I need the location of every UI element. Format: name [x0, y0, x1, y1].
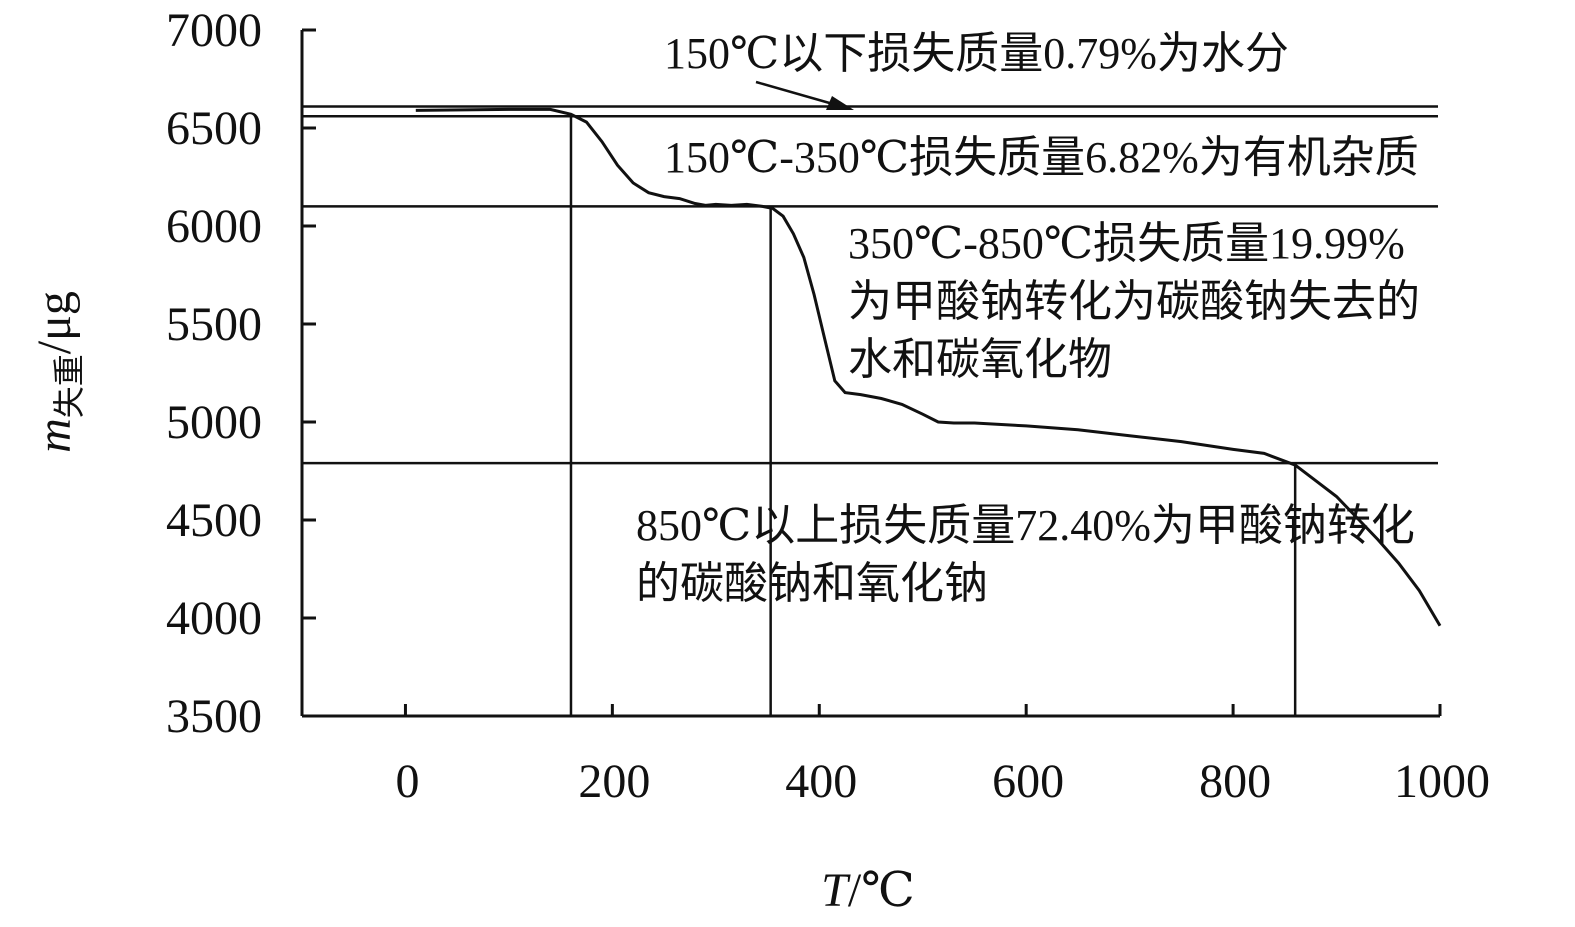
- series-line: [415, 107, 1442, 627]
- annotations: 150℃以下损失质量0.79%为水分 150℃-350℃损失质量6.82%为有机杂…: [636, 29, 1420, 608]
- y-tick-label: 6500: [166, 102, 262, 155]
- y-axis-var: m: [28, 418, 81, 453]
- annotation-a3: 350℃-850℃损失质量19.99% 为甲酸钠转化为碳酸钠失去的水和碳氧化物: [848, 219, 1420, 384]
- y-tick-label: 5000: [166, 396, 262, 449]
- x-axis-var: T: [821, 864, 851, 917]
- annotation-line: 为甲酸钠转化为碳酸钠失去的: [848, 277, 1420, 326]
- reference-lines: [302, 105, 1438, 716]
- annotation-line: 850℃以上损失质量72.40%为甲酸钠转化: [636, 501, 1415, 550]
- annotation-line: 150℃以下损失质量0.79%为水分: [664, 29, 1289, 78]
- x-tick-label: 200: [578, 755, 650, 808]
- y-tick-label: 4500: [166, 494, 262, 547]
- x-tick-label: 1000: [1394, 755, 1490, 808]
- annotation-line: 150℃-350℃损失质量6.82%为有机杂质: [664, 133, 1419, 182]
- x-tick-label: 0: [395, 755, 419, 808]
- ticks: [302, 28, 1442, 718]
- y-tick-label: 6000: [166, 200, 262, 253]
- annotation-a1: 150℃以下损失质量0.79%为水分: [664, 29, 1289, 78]
- y-axis-subscript: 失重: [51, 354, 87, 418]
- x-tick-label: 600: [992, 755, 1064, 808]
- y-axis-title: m失重/μg: [28, 291, 87, 453]
- y-tick-label: 5500: [166, 298, 262, 351]
- x-axis-title: T/℃: [821, 864, 915, 917]
- arrow-head: [826, 96, 854, 110]
- y-tick-label: 4000: [166, 592, 262, 645]
- arrow-shaft: [755, 80, 841, 108]
- annotation-arrow: [755, 80, 854, 110]
- x-tick-label: 800: [1199, 755, 1271, 808]
- annotation-line: 水和碳氧化物: [848, 335, 1112, 384]
- axes: [300, 30, 1440, 718]
- annotation-line: 的碳酸钠和氧化钠: [636, 559, 988, 608]
- y-tick-label: 7000: [166, 4, 262, 57]
- annotation-line: 350℃-850℃损失质量19.99%: [848, 219, 1405, 268]
- tick-labels: 3500 4000 4500 5000 5500 6000 6500 7000 0 200 400 6…: [166, 4, 1490, 808]
- y-tick-label: 3500: [166, 690, 262, 743]
- y-axis-unit: /μg: [28, 291, 81, 354]
- x-tick-label: 400: [785, 755, 857, 808]
- x-axis-unit: /℃: [848, 864, 915, 917]
- annotation-a4: 850℃以上损失质量72.40%为甲酸钠转化的碳酸钠和氧化钠: [636, 501, 1415, 608]
- annotation-a2: 150℃-350℃损失质量6.82%为有机杂质: [664, 133, 1419, 182]
